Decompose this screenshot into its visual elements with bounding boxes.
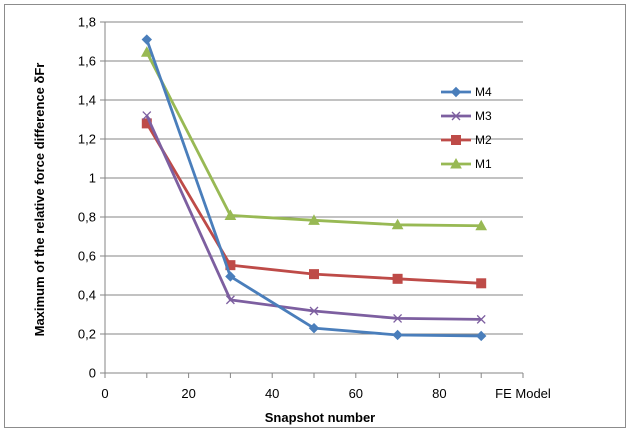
legend-item-m4: M4 — [441, 85, 492, 99]
y-tick-label: 1,4 — [78, 93, 96, 108]
data-point-m3 — [225, 295, 235, 305]
data-point-m4 — [392, 329, 403, 341]
data-point-m2 — [392, 273, 403, 284]
series-m1 — [140, 46, 488, 231]
data-point-m1 — [224, 209, 237, 220]
y-tick-label: 0,2 — [78, 327, 96, 342]
marker-stroke — [142, 111, 152, 121]
series-group — [140, 34, 488, 342]
marker-stroke — [309, 306, 319, 316]
data-point-m4 — [141, 34, 153, 45]
x-tick-label: 80 — [432, 386, 446, 401]
data-point-m2 — [309, 269, 319, 280]
data-point-m3 — [476, 314, 486, 324]
y-tick-label: 1,2 — [78, 132, 96, 147]
data-point-m1 — [475, 219, 488, 231]
tick-labels: 0 0,2 0,4 0,6 0,8 1 1,2 1,4 1,6 1,8 0 20 40 60 80 FE Mo… — [78, 15, 551, 402]
legend-marker-m4 — [450, 86, 462, 98]
data-point-m4 — [225, 271, 236, 282]
axes — [100, 21, 524, 378]
y-tick-label: 0 — [89, 366, 96, 381]
data-point-m1 — [308, 214, 320, 225]
data-point-m4 — [475, 330, 487, 342]
x-axis-title: Snapshot number — [265, 410, 376, 425]
data-point-m2 — [476, 278, 487, 289]
legend-label-m3: M3 — [475, 109, 492, 123]
legend-label-m4: M4 — [475, 85, 492, 99]
series-m3 — [142, 111, 486, 324]
y-tick-label: 1,6 — [78, 54, 96, 69]
data-point-m1 — [391, 218, 404, 230]
x-end-label: FE Model — [495, 386, 551, 401]
legend: M4 M3 M2 M1 — [441, 85, 492, 171]
x-tick-label: 20 — [181, 386, 195, 401]
marker-stroke — [225, 295, 235, 305]
legend-marker-m2 — [451, 135, 461, 145]
series-line-m4 — [145, 39, 482, 338]
legend-label-m1: M1 — [475, 157, 492, 171]
legend-item-m2: M2 — [441, 133, 492, 147]
legend-item-m1: M1 — [441, 157, 492, 171]
legend-item-m3: M3 — [441, 109, 492, 123]
x-tick-label: 60 — [349, 386, 363, 401]
legend-marker-m1 — [450, 157, 462, 169]
data-point-m1 — [140, 46, 153, 57]
y-tick-label: 0,6 — [78, 249, 96, 264]
marker-stroke — [476, 314, 486, 324]
y-axis-title: Maximum of the relative force difference… — [32, 63, 47, 337]
y-tick-label: 0,4 — [78, 288, 96, 303]
x-tick-label: 0 — [101, 386, 108, 401]
data-point-m3 — [393, 313, 403, 323]
legend-marker-m3 — [451, 111, 461, 121]
marker-stroke — [451, 111, 461, 121]
data-point-m3 — [142, 111, 152, 121]
data-point-m4 — [308, 322, 320, 334]
y-tick-label: 0,8 — [78, 210, 96, 225]
marker-stroke — [393, 313, 403, 323]
legend-label-m2: M2 — [475, 133, 492, 147]
series-m4 — [141, 34, 487, 342]
y-tick-label: 1 — [89, 171, 96, 186]
gridlines — [105, 21, 523, 335]
x-tick-label: 40 — [265, 386, 279, 401]
y-tick-label: 1,8 — [78, 15, 96, 30]
chart-frame — [4, 4, 626, 428]
data-point-m3 — [309, 306, 319, 316]
